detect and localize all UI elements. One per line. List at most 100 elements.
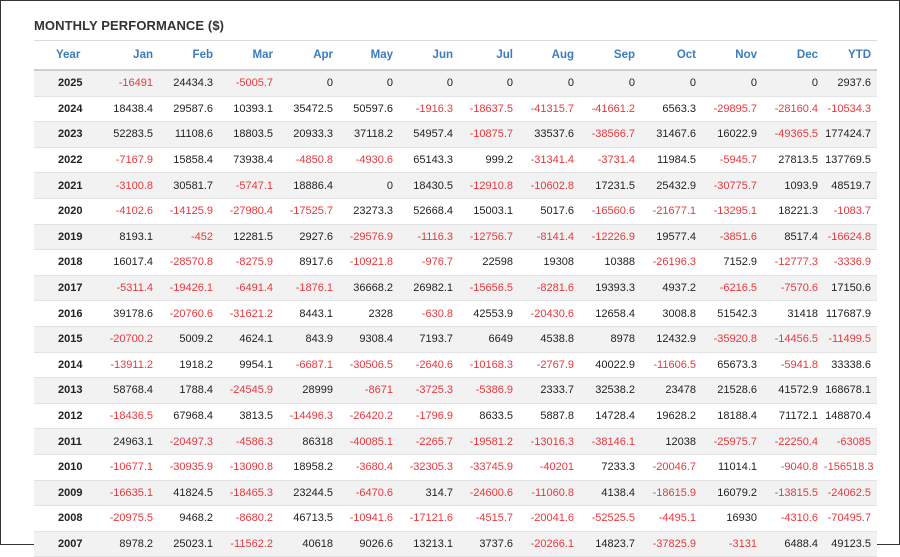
value-cell-jun: 0 — [399, 70, 459, 97]
value-cell-mar: 9954.1 — [219, 352, 279, 379]
column-header-ytd[interactable]: YTD — [824, 40, 877, 71]
value-cell-jun: -1916.3 — [399, 96, 459, 123]
column-header-jun[interactable]: Jun — [399, 40, 459, 71]
value-cell-oct: -18615.9 — [641, 480, 702, 507]
column-header-may[interactable]: May — [339, 40, 399, 71]
value-cell-jul: -33745.9 — [459, 454, 519, 481]
value-cell-aug: 0 — [519, 70, 580, 97]
value-cell-sep: 19393.3 — [580, 275, 641, 302]
year-cell: 2025 — [34, 70, 99, 97]
value-cell-sep: -52525.5 — [580, 505, 641, 532]
column-header-sep[interactable]: Sep — [580, 40, 641, 71]
value-cell-apr: 8917.6 — [279, 249, 339, 276]
value-cell-feb: -20760.6 — [159, 300, 219, 327]
column-header-nov[interactable]: Nov — [702, 40, 763, 71]
value-cell-sep: 10388 — [580, 249, 641, 276]
value-cell-jun: -630.8 — [399, 300, 459, 327]
value-cell-jun: -3725.3 — [399, 377, 459, 404]
value-cell-aug: -2767.9 — [519, 352, 580, 379]
value-cell-jun: -32305.3 — [399, 454, 459, 481]
value-cell-jun: -17121.6 — [399, 505, 459, 532]
value-cell-feb: 11108.6 — [159, 121, 219, 148]
value-cell-ytd: -3336.9 — [824, 249, 877, 276]
value-cell-jun: 65143.3 — [399, 147, 459, 174]
value-cell-jan: -20700.2 — [99, 326, 159, 353]
year-cell: 2013 — [34, 377, 99, 404]
value-cell-ytd: -63085 — [824, 428, 877, 455]
value-cell-nov: 16930 — [702, 505, 763, 532]
value-cell-apr: 28999 — [279, 377, 339, 404]
value-cell-ytd: -156518.3 — [824, 454, 877, 481]
value-cell-ytd: 137769.5 — [824, 147, 877, 174]
column-header-feb[interactable]: Feb — [159, 40, 219, 71]
value-cell-aug: 33537.6 — [519, 121, 580, 148]
value-cell-apr: 18886.4 — [279, 172, 339, 199]
value-cell-apr: 40618 — [279, 531, 339, 557]
year-cell: 2023 — [34, 121, 99, 148]
value-cell-mar: -18465.3 — [219, 480, 279, 507]
column-header-aug[interactable]: Aug — [519, 40, 580, 71]
value-cell-jul: 0 — [459, 70, 519, 97]
value-cell-dec: 0 — [763, 70, 824, 97]
value-cell-jun: 52668.4 — [399, 198, 459, 225]
column-header-mar[interactable]: Mar — [219, 40, 279, 71]
value-cell-jun: -2265.7 — [399, 428, 459, 455]
value-cell-jan: -10677.1 — [99, 454, 159, 481]
value-cell-jul: 42553.9 — [459, 300, 519, 327]
value-cell-jan: -16635.1 — [99, 480, 159, 507]
value-cell-feb: 29587.6 — [159, 96, 219, 123]
value-cell-nov: 7152.9 — [702, 249, 763, 276]
value-cell-feb: 30581.7 — [159, 172, 219, 199]
column-header-year[interactable]: Year — [34, 40, 99, 71]
value-cell-jun: 54957.4 — [399, 121, 459, 148]
value-cell-oct: 23478 — [641, 377, 702, 404]
table-body: 2025 -16491 24434.3 -5005.7 0 0 0 0 0 0 0 0 0 2937.6 2… — [34, 70, 877, 557]
value-cell-sep: 14728.4 — [580, 403, 641, 430]
value-cell-nov: -30775.7 — [702, 172, 763, 199]
table-row: 2016 39178.6 -20760.6 -31621.2 8443.1 2328 -63… — [34, 300, 877, 327]
value-cell-aug: -8141.4 — [519, 224, 580, 251]
column-header-jan[interactable]: Jan — [99, 40, 159, 71]
value-cell-sep: 8978 — [580, 326, 641, 353]
value-cell-mar: 3813.5 — [219, 403, 279, 430]
value-cell-nov: -35920.8 — [702, 326, 763, 353]
value-cell-jul: 3737.6 — [459, 531, 519, 557]
value-cell-aug: -8281.6 — [519, 275, 580, 302]
table-row: 2019 8193.1 -452 12281.5 2927.6 -29576.9 -1116… — [34, 224, 877, 251]
value-cell-may: -29576.9 — [339, 224, 399, 251]
value-cell-sep: -41661.2 — [580, 96, 641, 123]
value-cell-mar: -31621.2 — [219, 300, 279, 327]
value-cell-jun: -976.7 — [399, 249, 459, 276]
table-row: 2018 16017.4 -28570.8 -8275.9 8917.6 -10921.8… — [34, 249, 877, 276]
value-cell-ytd: -11499.5 — [824, 326, 877, 353]
value-cell-oct: 12432.9 — [641, 326, 702, 353]
year-cell: 2008 — [34, 505, 99, 532]
value-cell-sep: -16560.6 — [580, 198, 641, 225]
value-cell-nov: -5945.7 — [702, 147, 763, 174]
column-header-apr[interactable]: Apr — [279, 40, 339, 71]
column-header-oct[interactable]: Oct — [641, 40, 702, 71]
value-cell-apr: 46713.5 — [279, 505, 339, 532]
value-cell-may: -30506.5 — [339, 352, 399, 379]
table-row: 2020 -4102.6 -14125.9 -27980.4 -17525.7 23273… — [34, 198, 877, 225]
value-cell-jan: -5311.4 — [99, 275, 159, 302]
column-header-jul[interactable]: Jul — [459, 40, 519, 71]
value-cell-nov: 11014.1 — [702, 454, 763, 481]
value-cell-nov: 21528.6 — [702, 377, 763, 404]
value-cell-mar: -8680.2 — [219, 505, 279, 532]
table-row: 2014 -13911.2 1918.2 9954.1 -6687.1 -30506.5-… — [34, 352, 877, 379]
table-row: 2021 -3100.8 30581.7 -5747.1 18886.4 0 18430.5… — [34, 172, 877, 199]
value-cell-ytd: -16624.8 — [824, 224, 877, 251]
value-cell-sep: 14823.7 — [580, 531, 641, 557]
value-cell-dec: -22250.4 — [763, 428, 824, 455]
value-cell-dec: -9040.8 — [763, 454, 824, 481]
value-cell-jun: -1116.3 — [399, 224, 459, 251]
value-cell-apr: -4850.8 — [279, 147, 339, 174]
value-cell-sep: 12658.4 — [580, 300, 641, 327]
value-cell-sep: -12226.9 — [580, 224, 641, 251]
value-cell-oct: 3008.8 — [641, 300, 702, 327]
column-header-dec[interactable]: Dec — [763, 40, 824, 71]
value-cell-may: 0 — [339, 172, 399, 199]
value-cell-aug: -20041.6 — [519, 505, 580, 532]
value-cell-jan: 39178.6 — [99, 300, 159, 327]
